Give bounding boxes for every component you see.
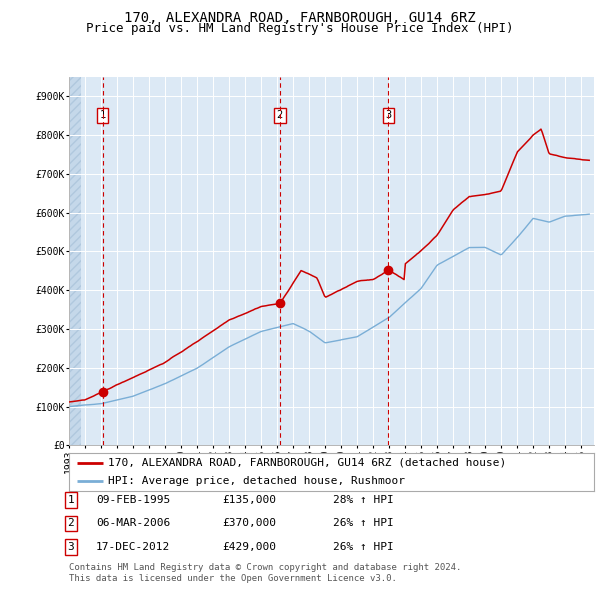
Text: 09-FEB-1995: 09-FEB-1995 [96,495,170,504]
Bar [69,77,81,445]
Text: 170, ALEXANDRA ROAD, FARNBOROUGH, GU14 6RZ (detached house): 170, ALEXANDRA ROAD, FARNBOROUGH, GU14 6… [109,457,506,467]
Text: This data is licensed under the Open Government Licence v3.0.: This data is licensed under the Open Gov… [69,574,397,583]
Text: £135,000: £135,000 [222,495,276,504]
Text: 170, ALEXANDRA ROAD, FARNBOROUGH, GU14 6RZ: 170, ALEXANDRA ROAD, FARNBOROUGH, GU14 6… [124,11,476,25]
Text: HPI: Average price, detached house, Rushmoor: HPI: Average price, detached house, Rush… [109,476,406,486]
Text: £429,000: £429,000 [222,542,276,552]
Text: 3: 3 [385,110,392,120]
Text: 2: 2 [67,519,74,528]
Text: 2: 2 [277,110,283,120]
Text: 26% ↑ HPI: 26% ↑ HPI [333,519,394,528]
Text: 1: 1 [67,495,74,504]
Text: 06-MAR-2006: 06-MAR-2006 [96,519,170,528]
Text: £370,000: £370,000 [222,519,276,528]
Text: Price paid vs. HM Land Registry's House Price Index (HPI): Price paid vs. HM Land Registry's House … [86,22,514,35]
Text: Contains HM Land Registry data © Crown copyright and database right 2024.: Contains HM Land Registry data © Crown c… [69,563,461,572]
Text: 1: 1 [100,110,106,120]
Text: 3: 3 [67,542,74,552]
Text: 17-DEC-2012: 17-DEC-2012 [96,542,170,552]
Text: 28% ↑ HPI: 28% ↑ HPI [333,495,394,504]
Text: 26% ↑ HPI: 26% ↑ HPI [333,542,394,552]
